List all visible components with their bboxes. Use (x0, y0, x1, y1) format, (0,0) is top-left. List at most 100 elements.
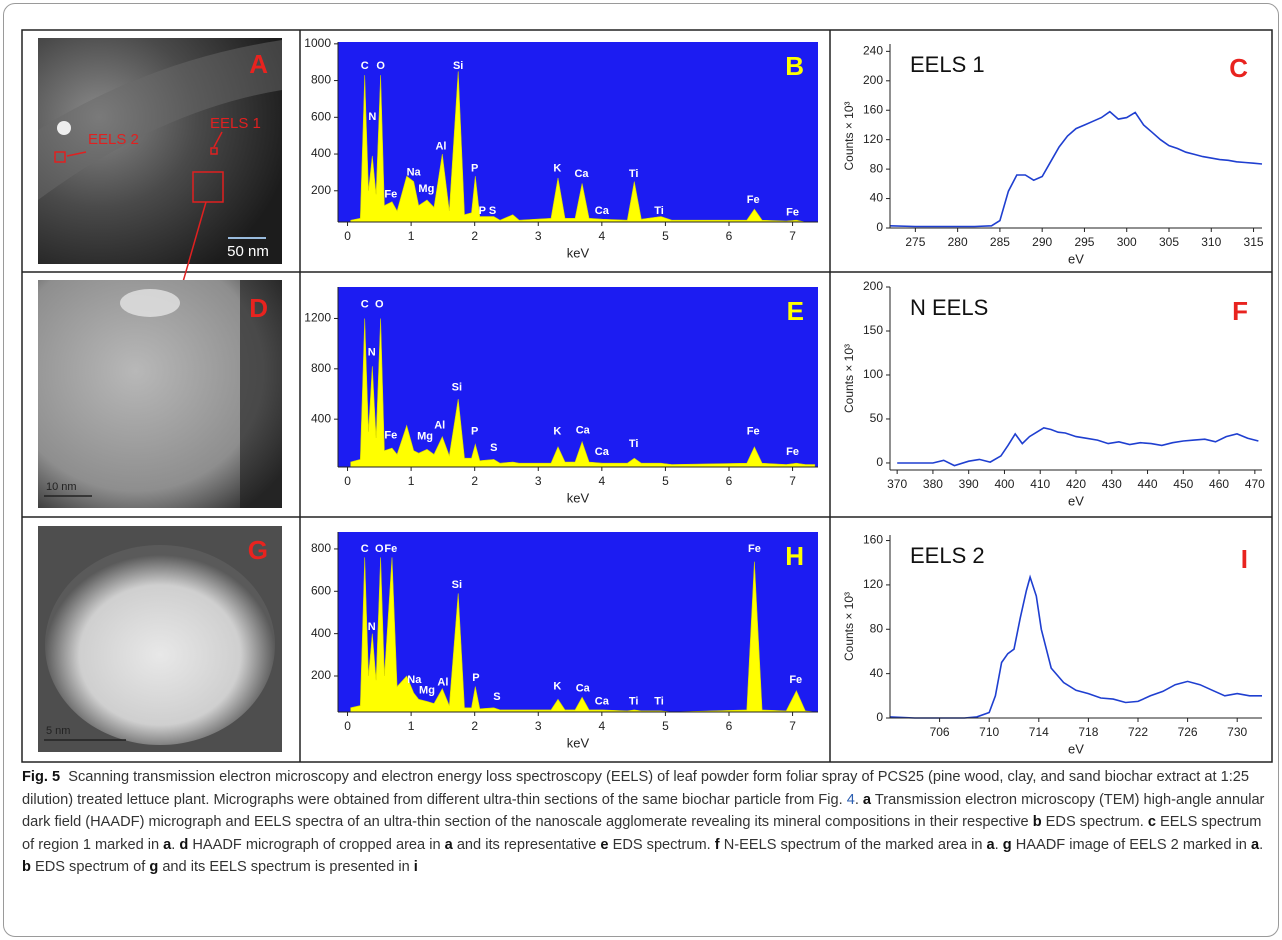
caption-text[interactable]: 4 (846, 791, 855, 808)
x-tick-label: 470 (1245, 477, 1265, 491)
x-tick-label: 4 (598, 229, 605, 243)
x-tick-label: 310 (1201, 235, 1221, 249)
x-tick-label: 275 (905, 235, 925, 249)
peak-label: Fe (384, 188, 397, 200)
x-tick-label: 2 (471, 229, 478, 243)
peak-label: Ca (595, 446, 610, 458)
y-tick-label: 600 (311, 109, 331, 123)
caption-bold: a (163, 836, 172, 853)
panel-letter: I (1241, 544, 1248, 574)
x-tick-label: 440 (1138, 477, 1158, 491)
peak-label: P (471, 163, 478, 175)
scale-label: 50 nm (227, 243, 269, 260)
peak-label: Ca (576, 683, 591, 695)
caption-text: Scanning transmission electron microscop… (22, 769, 1254, 808)
panel-letter: A (249, 49, 268, 79)
y-tick-label: 800 (311, 73, 331, 87)
peak-label: P (472, 672, 479, 684)
peak-label: Mg (417, 431, 433, 443)
peak-label: Fe (786, 207, 799, 219)
y-axis-label: Counts × 10³ (842, 592, 856, 661)
y-tick-label: 400 (311, 626, 331, 640)
x-axis-label: keV (567, 245, 590, 260)
x-axis-label: eV (1068, 251, 1084, 266)
caption-bold: d (179, 836, 189, 853)
y-tick-label: 200 (311, 668, 331, 682)
x-tick-label: 7 (789, 474, 796, 488)
caption-bold: g (1002, 836, 1012, 853)
caption-bold: e (600, 836, 609, 853)
micrograph-feature (120, 289, 180, 317)
x-tick-label: 3 (535, 719, 542, 733)
y-tick-label: 200 (863, 279, 883, 293)
caption-bold: b (22, 859, 31, 875)
y-tick-label: 1000 (304, 36, 331, 50)
x-tick-label: 5 (662, 474, 669, 488)
y-axis-label: Counts × 10³ (842, 101, 856, 170)
peak-label: Ca (595, 205, 610, 217)
plot-background (338, 42, 818, 222)
region-label: EELS 1 (210, 115, 261, 132)
y-tick-label: 800 (311, 361, 331, 375)
y-tick-label: 1200 (304, 311, 331, 325)
peak-label: Ti (654, 695, 664, 707)
peak-label: Ti (629, 438, 639, 450)
panel-letter: E (787, 296, 804, 326)
peak-label: Fe (789, 674, 802, 686)
peak-label: Ti (629, 168, 639, 180)
x-tick-label: 6 (726, 229, 733, 243)
x-tick-label: 400 (994, 477, 1014, 491)
peak-label: P (479, 205, 486, 217)
panel-letter: B (785, 51, 804, 81)
peak-label: N (368, 621, 376, 633)
x-tick-label: 315 (1244, 235, 1264, 249)
micrograph-feature (57, 121, 71, 135)
x-tick-label: 0 (344, 229, 351, 243)
x-tick-label: 6 (726, 474, 733, 488)
y-tick-label: 40 (870, 191, 884, 205)
peak-label: O (376, 60, 385, 72)
peak-label: K (553, 680, 561, 692)
x-tick-label: 3 (535, 474, 542, 488)
peak-label: Na (407, 166, 422, 178)
page-border (3, 3, 1279, 937)
x-tick-label: 430 (1102, 477, 1122, 491)
x-tick-label: 0 (344, 474, 351, 488)
panel-letter: F (1232, 296, 1248, 326)
micrograph-texture (38, 40, 282, 200)
x-tick-label: 5 (662, 229, 669, 243)
x-tick-label: 460 (1209, 477, 1229, 491)
caption-text: EDS spectrum. (608, 836, 715, 853)
peak-label: Ca (595, 695, 610, 707)
x-tick-label: 1 (408, 719, 415, 733)
scale-label: 5 nm (46, 725, 70, 737)
peak-label: K (553, 426, 561, 438)
x-tick-label: 726 (1178, 725, 1198, 739)
y-tick-label: 150 (863, 323, 883, 337)
caption-text: HAADF micrograph of cropped area in (188, 836, 445, 853)
plot-background (338, 287, 818, 467)
caption-bold: b (1032, 814, 1042, 830)
region-marker (192, 171, 224, 203)
micrograph-feature (240, 280, 282, 508)
peak-label: Al (435, 141, 446, 153)
chart-title: EELS 2 (910, 543, 985, 568)
panel-letter: H (785, 541, 804, 571)
x-tick-label: 4 (598, 474, 605, 488)
region-marker (54, 151, 66, 163)
peak-label: Fe (748, 543, 761, 555)
caption-text: EDS spectrum. (1041, 814, 1148, 830)
region-marker (210, 147, 218, 155)
caption-bold: a (444, 836, 453, 853)
chart-title: EELS 1 (910, 52, 985, 77)
caption-bold: i (413, 859, 418, 875)
x-tick-label: 2 (471, 719, 478, 733)
caption-text: N-EELS spectrum of the marked area in (719, 836, 987, 853)
spectrum-area (350, 557, 815, 713)
peak-label: Fe (747, 426, 760, 438)
x-tick-label: 1 (408, 474, 415, 488)
x-tick-label: 280 (948, 235, 968, 249)
x-tick-label: 390 (959, 477, 979, 491)
caption-bold: Fig. 5 (22, 769, 61, 785)
panel-letter: C (1229, 53, 1248, 83)
